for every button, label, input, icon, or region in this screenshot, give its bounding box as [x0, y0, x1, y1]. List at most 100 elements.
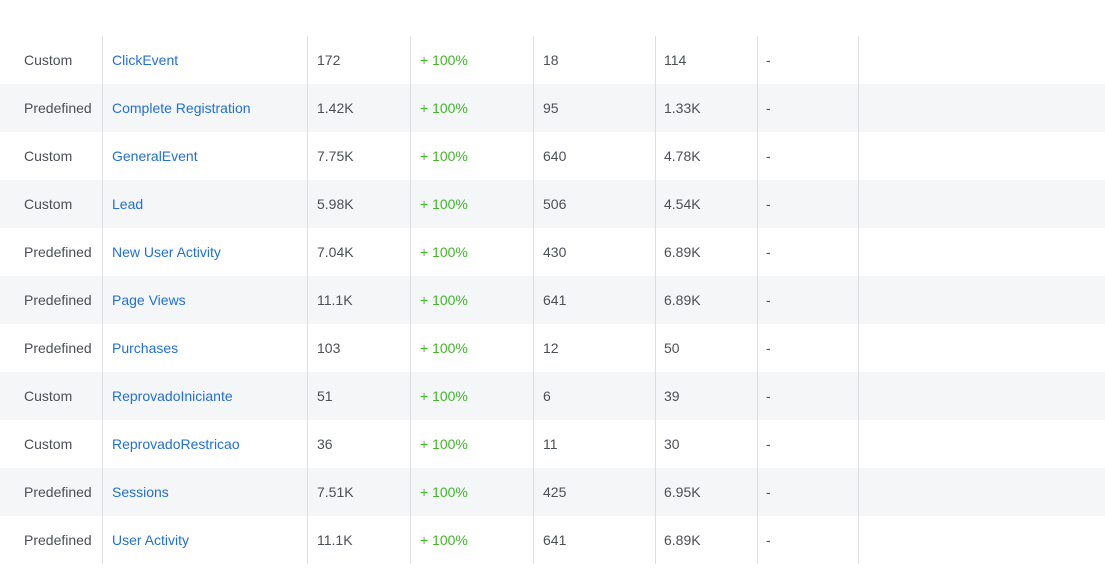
event-metric-cell: 4.78K: [655, 132, 757, 180]
event-value-cell: -: [757, 132, 859, 180]
event-metric-cell: 6.95K: [655, 468, 757, 516]
event-metric-cell: 39: [655, 372, 757, 420]
event-type-cell: Custom: [24, 436, 73, 452]
row-filler: [859, 276, 1105, 324]
row-filler: [859, 516, 1105, 564]
event-type-cell: Custom: [24, 148, 73, 164]
event-metric-cell: 12: [533, 324, 655, 372]
event-value-cell: -: [757, 468, 859, 516]
row-filler: [859, 372, 1105, 420]
event-metric-cell: 6.89K: [655, 228, 757, 276]
event-metric-cell: 4.54K: [655, 180, 757, 228]
event-count-cell: 172: [307, 36, 410, 84]
event-count-cell: 7.51K: [307, 468, 410, 516]
event-value-cell: -: [757, 420, 859, 468]
event-metric-cell: 506: [533, 180, 655, 228]
event-name-link[interactable]: User Activity: [112, 532, 190, 548]
event-value-cell: -: [757, 228, 859, 276]
event-metric-cell: 6: [533, 372, 655, 420]
table-row: Predefined New User Activity 7.04K + 100…: [0, 228, 1105, 276]
event-name-link[interactable]: ReprovadoRestricao: [112, 436, 240, 452]
table-row: Custom Lead 5.98K + 100% 506 4.54K -: [0, 180, 1105, 228]
event-count-cell: 11.1K: [307, 276, 410, 324]
event-name-link[interactable]: New User Activity: [112, 244, 221, 260]
event-name-link[interactable]: Sessions: [112, 484, 169, 500]
event-name-link[interactable]: Complete Registration: [112, 100, 251, 116]
event-metric-cell: 114: [655, 36, 757, 84]
event-name-cell: Sessions: [102, 468, 307, 516]
event-name-cell: Purchases: [102, 324, 307, 372]
event-metric-cell: 6.89K: [655, 516, 757, 564]
event-name-cell: New User Activity: [102, 228, 307, 276]
event-name-cell: Complete Registration: [102, 84, 307, 132]
event-change-cell: + 100%: [410, 276, 533, 324]
event-type-cell: Predefined: [24, 244, 92, 260]
event-metric-cell: 641: [533, 516, 655, 564]
row-filler: [859, 84, 1105, 132]
row-filler: [859, 36, 1105, 84]
event-type-cell: Predefined: [24, 292, 92, 308]
table-row: Custom ClickEvent 172 + 100% 18 114 -: [0, 36, 1105, 84]
event-value-cell: -: [757, 516, 859, 564]
row-filler: [859, 468, 1105, 516]
event-name-link[interactable]: Page Views: [112, 292, 186, 308]
event-change-cell: + 100%: [410, 84, 533, 132]
table-row: Predefined Complete Registration 1.42K +…: [0, 84, 1105, 132]
event-name-link[interactable]: ReprovadoIniciante: [112, 388, 233, 404]
row-filler: [859, 324, 1105, 372]
event-name-link[interactable]: Lead: [112, 196, 144, 212]
event-change-cell: + 100%: [410, 372, 533, 420]
table-row: Predefined User Activity 11.1K + 100% 64…: [0, 516, 1105, 564]
event-change-cell: + 100%: [410, 36, 533, 84]
event-metric-cell: 30: [655, 420, 757, 468]
event-name-cell: GeneralEvent: [102, 132, 307, 180]
event-change-cell: + 100%: [410, 468, 533, 516]
event-value-cell: -: [757, 180, 859, 228]
event-name-link[interactable]: Purchases: [112, 340, 179, 356]
event-name-link[interactable]: ClickEvent: [112, 52, 179, 68]
event-change-cell: + 100%: [410, 132, 533, 180]
row-filler: [859, 420, 1105, 468]
event-type-cell: Predefined: [24, 100, 92, 116]
event-name-cell: Lead: [102, 180, 307, 228]
event-name-cell: Page Views: [102, 276, 307, 324]
table-row: Custom GeneralEvent 7.75K + 100% 640 4.7…: [0, 132, 1105, 180]
event-metric-cell: 430: [533, 228, 655, 276]
event-metric-cell: 641: [533, 276, 655, 324]
event-name-cell: ReprovadoRestricao: [102, 420, 307, 468]
event-name-link[interactable]: GeneralEvent: [112, 148, 198, 164]
row-filler: [859, 132, 1105, 180]
event-value-cell: -: [757, 84, 859, 132]
table-row: Custom ReprovadoIniciante 51 + 100% 6 39…: [0, 372, 1105, 420]
row-filler: [859, 180, 1105, 228]
table-row: Predefined Purchases 103 + 100% 12 50 -: [0, 324, 1105, 372]
event-name-cell: User Activity: [102, 516, 307, 564]
event-metric-cell: 425: [533, 468, 655, 516]
event-name-cell: ReprovadoIniciante: [102, 372, 307, 420]
event-count-cell: 51: [307, 372, 410, 420]
table-row: Predefined Page Views 11.1K + 100% 641 6…: [0, 276, 1105, 324]
event-count-cell: 7.04K: [307, 228, 410, 276]
event-count-cell: 36: [307, 420, 410, 468]
event-metric-cell: 1.33K: [655, 84, 757, 132]
event-count-cell: 7.75K: [307, 132, 410, 180]
event-value-cell: -: [757, 324, 859, 372]
event-metric-cell: 11: [533, 420, 655, 468]
event-count-cell: 1.42K: [307, 84, 410, 132]
event-value-cell: -: [757, 372, 859, 420]
event-change-cell: + 100%: [410, 516, 533, 564]
event-type-cell: Predefined: [24, 340, 92, 356]
event-metric-cell: 6.89K: [655, 276, 757, 324]
event-type-cell: Predefined: [24, 484, 92, 500]
row-filler: [859, 228, 1105, 276]
event-change-cell: + 100%: [410, 324, 533, 372]
event-value-cell: -: [757, 36, 859, 84]
event-change-cell: + 100%: [410, 420, 533, 468]
event-metric-cell: 640: [533, 132, 655, 180]
events-table: Custom ClickEvent 172 + 100% 18 114 - Pr…: [0, 36, 1105, 564]
event-type-cell: Custom: [24, 52, 73, 68]
event-count-cell: 5.98K: [307, 180, 410, 228]
event-metric-cell: 95: [533, 84, 655, 132]
event-metric-cell: 18: [533, 36, 655, 84]
